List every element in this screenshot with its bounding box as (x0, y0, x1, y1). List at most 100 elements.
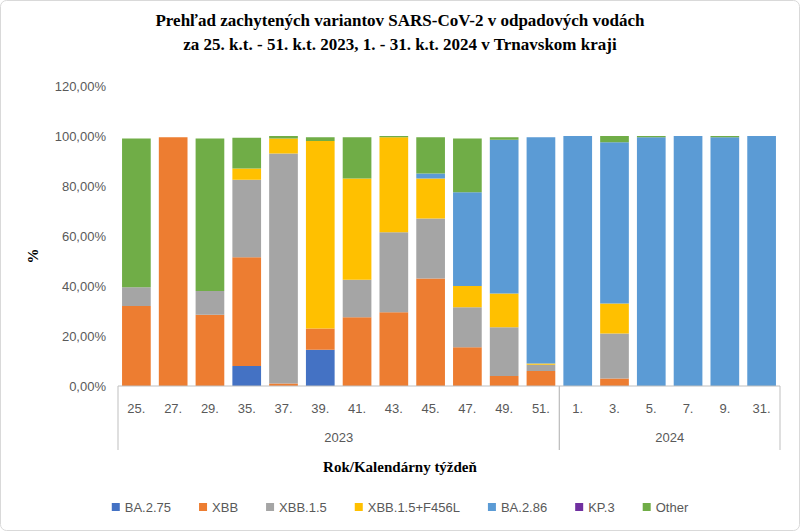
x-tick-label: 51. (532, 401, 550, 416)
legend: BA.2.75 XBB XBB.1.5 XBB.1.5+F456L BA.2.86 KP.… (112, 500, 689, 515)
bar-segment (159, 137, 188, 138)
bar-segment (637, 137, 666, 386)
bar-segment (527, 364, 556, 365)
legend-label: XBB.1.5 (279, 500, 327, 515)
bar-segment (379, 136, 408, 137)
bar-segment (379, 232, 408, 312)
bar-segment (379, 137, 408, 232)
bar-segment (527, 137, 556, 138)
legend-marker (643, 503, 651, 511)
bar-segment (600, 304, 629, 334)
bar-segment (453, 307, 482, 347)
bar-segment (490, 140, 519, 294)
x-group-label: 2024 (655, 430, 684, 445)
bar-segment (600, 136, 629, 142)
y-tick-label: 80,00% (62, 179, 107, 194)
legend-label: XBB (212, 500, 238, 515)
bar-segment (674, 136, 703, 137)
bar-segment (710, 137, 739, 386)
legend-marker (199, 503, 207, 511)
x-tick-label: 29. (201, 401, 219, 416)
y-tick-label: 100,00% (55, 129, 107, 144)
bar-segment (122, 306, 151, 386)
legend-marker (575, 503, 583, 511)
bar-segment (159, 137, 188, 138)
bar-segment (453, 286, 482, 307)
bar-segment (343, 317, 372, 386)
bar-segment (637, 136, 666, 137)
x-tick-label: 31. (753, 401, 771, 416)
bar-segment (637, 137, 666, 138)
x-tick-label: 3. (609, 401, 620, 416)
bar-segment (196, 291, 225, 315)
x-tick-label: 1. (572, 401, 583, 416)
bar-segment (527, 137, 556, 363)
x-tick-label: 41. (348, 401, 366, 416)
bar-segment (490, 137, 519, 140)
x-tick-label: 47. (458, 401, 476, 416)
legend-label: BA.2.75 (125, 500, 171, 515)
bar-segment (269, 136, 298, 139)
bar-segment (379, 312, 408, 386)
bar-segment (453, 139, 482, 193)
bar-segment (674, 136, 703, 137)
bar-segment (453, 192, 482, 286)
chart-frame (1, 1, 800, 531)
group-separator (118, 386, 119, 450)
bar-segment (306, 329, 335, 350)
bar-segment (416, 279, 445, 387)
bar-segment (159, 137, 188, 138)
y-tick-label: 40,00% (62, 279, 107, 294)
legend-label: BA.2.86 (501, 500, 547, 515)
legend-label: KP.3 (588, 500, 615, 515)
legend-marker (266, 503, 274, 511)
bar-segment (232, 180, 261, 258)
legend-marker (355, 503, 363, 511)
bar-segment (232, 257, 261, 366)
group-separator (559, 386, 560, 450)
group-separator (780, 386, 781, 450)
bar-segment (343, 280, 372, 318)
bar-segment (674, 136, 703, 386)
bar-segment (563, 136, 592, 137)
bar-segment (269, 139, 298, 154)
bars (122, 136, 776, 386)
chart: Prehľad zachytených variantov SARS-CoV-2… (0, 0, 800, 531)
x-tick-label: 45. (422, 401, 440, 416)
title-line: za 25. k.t. - 51. k.t. 2023, 1. - 31. k.… (183, 35, 617, 54)
bar-segment (563, 136, 592, 386)
title-line: Prehľad zachytených variantov SARS-CoV-2… (155, 11, 645, 30)
bar-segment (196, 315, 225, 386)
x-tick-label: 5. (646, 401, 657, 416)
x-tick-label: 37. (274, 401, 292, 416)
legend-marker (112, 503, 120, 511)
y-tick-label: 0,00% (69, 379, 106, 394)
bar-segment (159, 137, 188, 386)
bar-segment (453, 347, 482, 386)
bar-segment (527, 365, 556, 371)
bar-segment (416, 219, 445, 279)
x-axis-label: Rok/Kalendárny týždeň (323, 459, 477, 475)
bar-segment (232, 138, 261, 169)
bar-segment (416, 174, 445, 179)
bar-segment (306, 141, 335, 329)
x-tick-label: 49. (495, 401, 513, 416)
y-tick-label: 20,00% (62, 329, 107, 344)
x-tick-label: 43. (385, 401, 403, 416)
legend-marker (488, 503, 496, 511)
legend-label: Other (656, 500, 689, 515)
bar-segment (490, 294, 519, 328)
bar-segment (196, 139, 225, 292)
legend-label: XBB.1.5+F456L (368, 500, 460, 515)
bar-segment (269, 154, 298, 384)
bar-segment (747, 136, 776, 137)
bar-segment (343, 137, 372, 178)
x-tick-label: 7. (683, 401, 694, 416)
x-axis-line (118, 386, 780, 387)
bar-segment (490, 327, 519, 376)
bar-segment (416, 179, 445, 219)
bar-segment (232, 169, 261, 180)
bar-segment (527, 371, 556, 386)
x-tick-label: 9. (719, 401, 730, 416)
bar-segment (232, 366, 261, 386)
